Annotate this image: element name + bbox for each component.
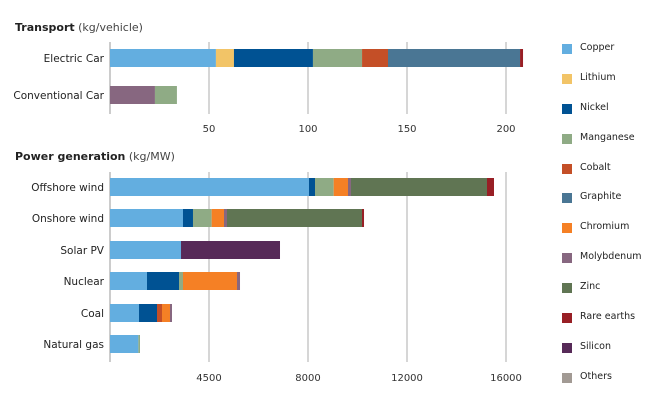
legend-label: Graphite <box>580 191 622 203</box>
legend-item: Chromium <box>562 221 641 251</box>
legend-item: Molybdenum <box>562 251 641 281</box>
legend-swatch <box>562 103 572 114</box>
legend-item: Nickel <box>562 102 641 132</box>
bar-segment-rare-earths <box>362 209 365 227</box>
legend-item: Silicon <box>562 341 641 371</box>
bar-segment-manganese <box>192 209 212 227</box>
tick-label: 12000 <box>391 373 423 384</box>
category-label: Conventional Car <box>13 90 104 102</box>
legend-label: Molybdenum <box>580 251 642 263</box>
legend-item: Rare earths <box>562 311 641 341</box>
category-label: Offshore wind <box>31 182 104 194</box>
category-label: Natural gas <box>43 339 104 351</box>
transport-title: Transport (kg/vehicle) <box>15 21 143 34</box>
bar-segment-rare-earths <box>520 49 524 67</box>
tick-label: 4500 <box>196 373 221 384</box>
category-label: Electric Car <box>44 53 105 65</box>
bar-segment-copper <box>110 178 309 196</box>
legend-label: Others <box>580 370 612 382</box>
legend-swatch <box>562 223 572 234</box>
power-title: Power generation (kg/MW) <box>15 150 175 163</box>
bar-segment-zinc <box>226 209 363 227</box>
legend-item: Cobalt <box>562 162 641 192</box>
legend-swatch <box>562 133 572 144</box>
bar-segment-molybdenum <box>347 178 351 196</box>
bar-segment-copper <box>110 304 140 322</box>
legend-swatch <box>562 44 572 54</box>
bar-segment-copper <box>110 272 148 290</box>
category-label: Solar PV <box>60 245 104 257</box>
bar-segment-copper <box>110 241 182 259</box>
legend: Copper Lithium Nickel Manganese Cobalt Graphi… <box>562 42 641 401</box>
legend-item: Copper <box>562 42 641 72</box>
category-label: Nuclear <box>64 276 105 288</box>
tick-label: 16000 <box>490 373 522 384</box>
legend-label: Nickel <box>580 101 609 113</box>
legend-swatch <box>562 283 572 294</box>
bar-segment-manganese <box>154 86 177 104</box>
bar-segment-rare-earths <box>486 178 494 196</box>
bar-segment-molybdenum <box>223 209 227 227</box>
bar-segment-cobalt <box>157 304 162 322</box>
bar-segment-nickel <box>139 304 158 322</box>
bar-segment-molybdenum <box>110 86 155 104</box>
bar-segment-manganese <box>315 178 334 196</box>
bar-segment-nickel <box>308 178 316 196</box>
legend-label: Zinc <box>580 281 601 293</box>
legend-label: Chromium <box>580 221 630 233</box>
bar-segment-molybdenum <box>236 272 241 290</box>
legend-swatch <box>562 253 572 264</box>
tick-label: 150 <box>397 124 416 135</box>
legend-swatch <box>562 163 572 174</box>
legend-label: Manganese <box>580 131 635 143</box>
legend-label: Copper <box>580 42 615 53</box>
bar-segment-zinc <box>350 178 487 196</box>
bar-segment-copper <box>110 49 216 67</box>
legend-label: Rare earths <box>580 311 636 323</box>
bar-segment-nickel <box>182 209 193 227</box>
legend-item: Others <box>562 371 641 401</box>
category-label: Onshore wind <box>32 213 104 225</box>
legend-item: Lithium <box>562 72 641 102</box>
bar-segment-chromium <box>333 178 348 196</box>
bar-segment-copper <box>110 335 139 353</box>
bar-segment-chromium <box>161 304 170 322</box>
bar-segment-nickel <box>147 272 180 290</box>
bar-segment-manganese <box>138 335 140 353</box>
legend-item: Graphite <box>562 191 641 221</box>
legend-swatch <box>562 372 572 383</box>
bar-segment-molybdenum <box>169 304 172 322</box>
legend-label: Cobalt <box>580 161 611 173</box>
legend-label: Silicon <box>580 340 612 352</box>
bar-segment-graphite <box>387 49 521 67</box>
bar-segment-manganese <box>312 49 363 67</box>
legend-swatch <box>562 73 572 84</box>
bar-segment-cobalt <box>362 49 388 67</box>
bar-segment-chromium <box>211 209 224 227</box>
legend-item: Zinc <box>562 281 641 311</box>
bar-segment-nickel <box>233 49 313 67</box>
tick-label: 100 <box>298 124 317 135</box>
tick-label: 50 <box>203 124 216 135</box>
legend-label: Lithium <box>580 71 616 83</box>
bar-segment-silicon <box>181 241 281 259</box>
bar-segment-lithium <box>215 49 234 67</box>
tick-label: 200 <box>496 124 515 135</box>
bar-segment-copper <box>110 209 183 227</box>
tick-label: 8000 <box>295 373 320 384</box>
legend-item: Manganese <box>562 132 641 162</box>
bar-segment-manganese <box>179 272 183 290</box>
legend-swatch <box>562 342 572 353</box>
bar-segment-chromium <box>182 272 237 290</box>
legend-swatch <box>562 193 572 204</box>
legend-swatch <box>562 313 572 324</box>
category-label: Coal <box>81 308 104 320</box>
